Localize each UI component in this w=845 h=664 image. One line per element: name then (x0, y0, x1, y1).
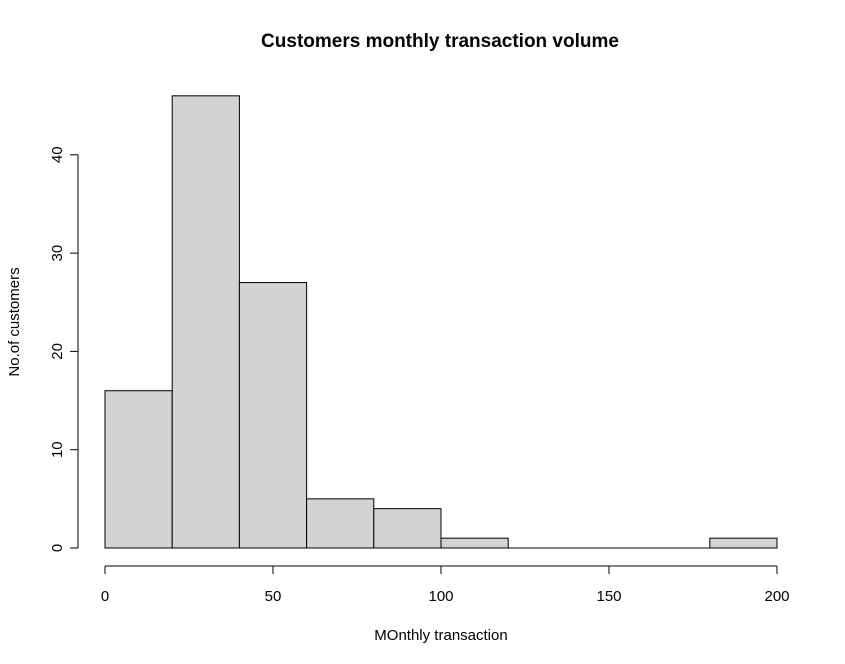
y-tick-label: 10 (49, 441, 66, 458)
x-axis-label: MOnthly transaction (374, 627, 507, 644)
y-axis-label: No.of customers (6, 267, 23, 376)
histogram-bar (709, 537, 778, 549)
histogram-bar (171, 95, 240, 549)
x-tick-label: 150 (596, 588, 621, 605)
y-tick-label: 40 (49, 146, 66, 163)
histogram-bar (306, 498, 375, 549)
chart-title: Customers monthly transaction volume (261, 31, 619, 52)
y-tick-label: 20 (49, 343, 66, 360)
histogram-bar (104, 390, 173, 549)
y-axis: 0 10 20 30 40 (49, 146, 79, 552)
histogram-bar (238, 282, 308, 549)
x-tick-label: 50 (265, 588, 282, 605)
x-tick-label: 0 (101, 588, 109, 605)
y-tick-label: 0 (49, 544, 66, 552)
x-axis: 0 50 100 150 200 (101, 565, 790, 605)
x-tick-label: 200 (764, 588, 789, 605)
histogram-bar (373, 508, 442, 549)
y-tick-label: 30 (49, 245, 66, 262)
histogram-bar (440, 537, 509, 549)
x-tick-label: 100 (428, 588, 453, 605)
bars-group (104, 95, 778, 549)
